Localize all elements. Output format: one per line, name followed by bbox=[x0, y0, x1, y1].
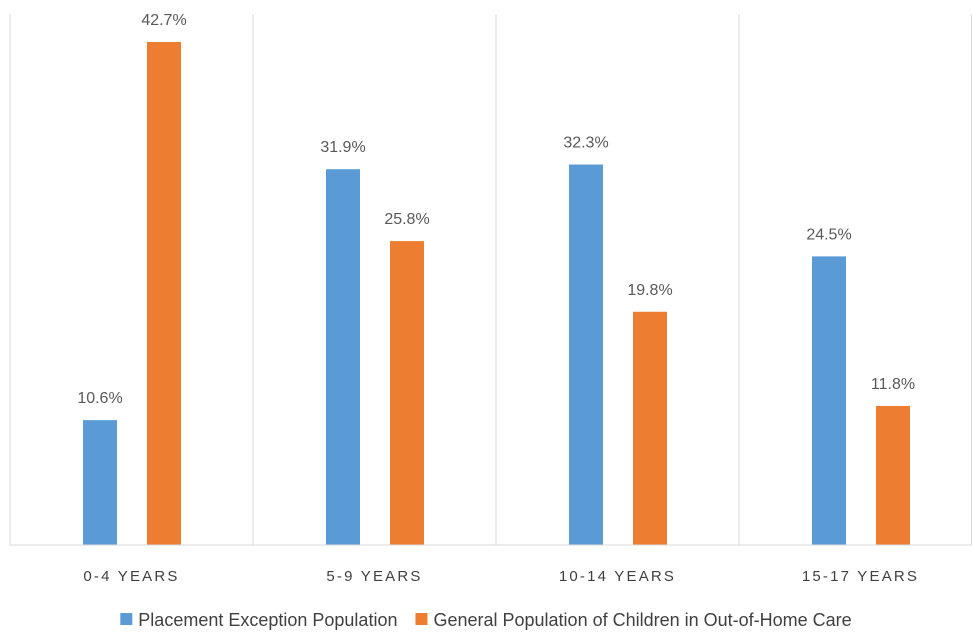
bar-general-population bbox=[390, 241, 424, 545]
data-labels-layer: 10.6% 42.7% 31.9% 25.8% 32.3% 19.8% 24.5% 11.8% bbox=[77, 12, 915, 407]
legend-swatch bbox=[120, 613, 133, 625]
data-label: 31.9% bbox=[320, 139, 365, 156]
x-axis: 0-4 YEARS 5-9 YEARS 10-14 YEARS 15-17 YEARS bbox=[10, 544, 972, 585]
bar-general-population bbox=[147, 42, 181, 545]
x-tick-label: 10-14 YEARS bbox=[559, 568, 676, 585]
legend-label: General Population of Children in Out-of… bbox=[433, 610, 851, 630]
bars-layer bbox=[83, 42, 910, 546]
x-tick-label: 15-17 YEARS bbox=[802, 568, 919, 585]
x-tick-label: 5-9 YEARS bbox=[326, 568, 422, 585]
legend-swatch bbox=[415, 613, 428, 625]
legend: Placement Exception Population General Po… bbox=[120, 610, 852, 630]
data-label: 10.6% bbox=[77, 390, 122, 407]
bar-general-population bbox=[876, 405, 910, 545]
legend-label: Placement Exception Population bbox=[138, 610, 397, 630]
data-label: 25.8% bbox=[384, 211, 429, 228]
bar-placement-exception bbox=[812, 256, 846, 545]
data-label: 32.3% bbox=[563, 135, 608, 152]
data-label: 24.5% bbox=[806, 226, 851, 243]
data-label: 11.8% bbox=[871, 376, 915, 393]
data-label: 19.8% bbox=[627, 282, 672, 299]
data-label: 42.7% bbox=[141, 12, 186, 29]
bar-placement-exception bbox=[326, 169, 360, 546]
x-tick-label: 0-4 YEARS bbox=[83, 568, 179, 585]
bar-placement-exception bbox=[569, 164, 603, 545]
bar-general-population bbox=[633, 311, 667, 545]
bar-placement-exception bbox=[83, 420, 117, 545]
